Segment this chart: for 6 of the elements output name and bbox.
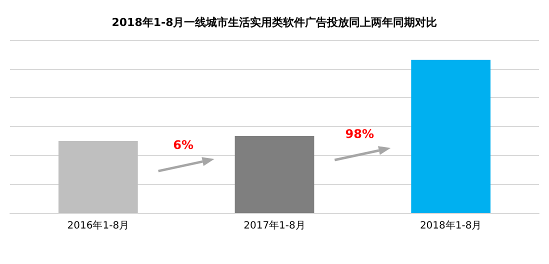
annotation: 98%	[345, 126, 374, 141]
x-tick-label: 2017年1-8月	[244, 220, 306, 232]
x-tick-label: 2016年1-8月	[67, 220, 130, 232]
chart-title: 2018年1-8月一线城市生活实用类软件广告投放同上两年同期对比	[112, 16, 438, 29]
x-tick-label: 2018年1-8月	[420, 220, 482, 232]
annotation: 6%	[173, 138, 194, 152]
